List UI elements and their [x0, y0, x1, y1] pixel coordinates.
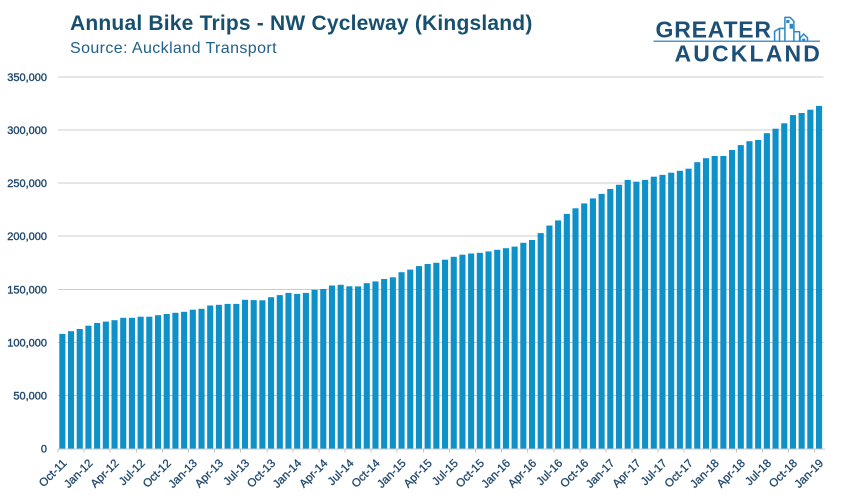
svg-text:50,000: 50,000: [13, 391, 47, 403]
svg-text:Apr-17: Apr-17: [611, 457, 644, 490]
svg-text:Jan-18: Jan-18: [688, 457, 721, 490]
svg-text:Apr-14: Apr-14: [297, 457, 330, 490]
svg-text:250,000: 250,000: [7, 178, 47, 190]
svg-text:Jan-12: Jan-12: [62, 457, 95, 490]
svg-text:Apr-13: Apr-13: [193, 457, 226, 490]
svg-text:Jan-17: Jan-17: [584, 457, 617, 490]
svg-text:Apr-18: Apr-18: [715, 457, 748, 490]
svg-text:GREATER: GREATER: [656, 16, 772, 42]
svg-text:Jan-15: Jan-15: [375, 457, 408, 490]
svg-text:150,000: 150,000: [7, 284, 47, 296]
svg-text:200,000: 200,000: [7, 231, 47, 243]
svg-text:0: 0: [41, 444, 47, 456]
svg-text:Apr-16: Apr-16: [506, 457, 539, 490]
svg-text:Apr-15: Apr-15: [402, 457, 435, 490]
svg-text:300,000: 300,000: [7, 125, 47, 137]
svg-text:350,000: 350,000: [7, 72, 47, 84]
svg-text:Jan-13: Jan-13: [167, 457, 200, 490]
svg-text:100,000: 100,000: [7, 337, 47, 349]
svg-text:Jan-14: Jan-14: [271, 457, 305, 491]
svg-text:Jan-19: Jan-19: [793, 457, 826, 490]
svg-text:Jan-16: Jan-16: [480, 457, 513, 490]
svg-text:Apr-12: Apr-12: [89, 457, 122, 490]
svg-text:AUCKLAND: AUCKLAND: [675, 40, 823, 66]
